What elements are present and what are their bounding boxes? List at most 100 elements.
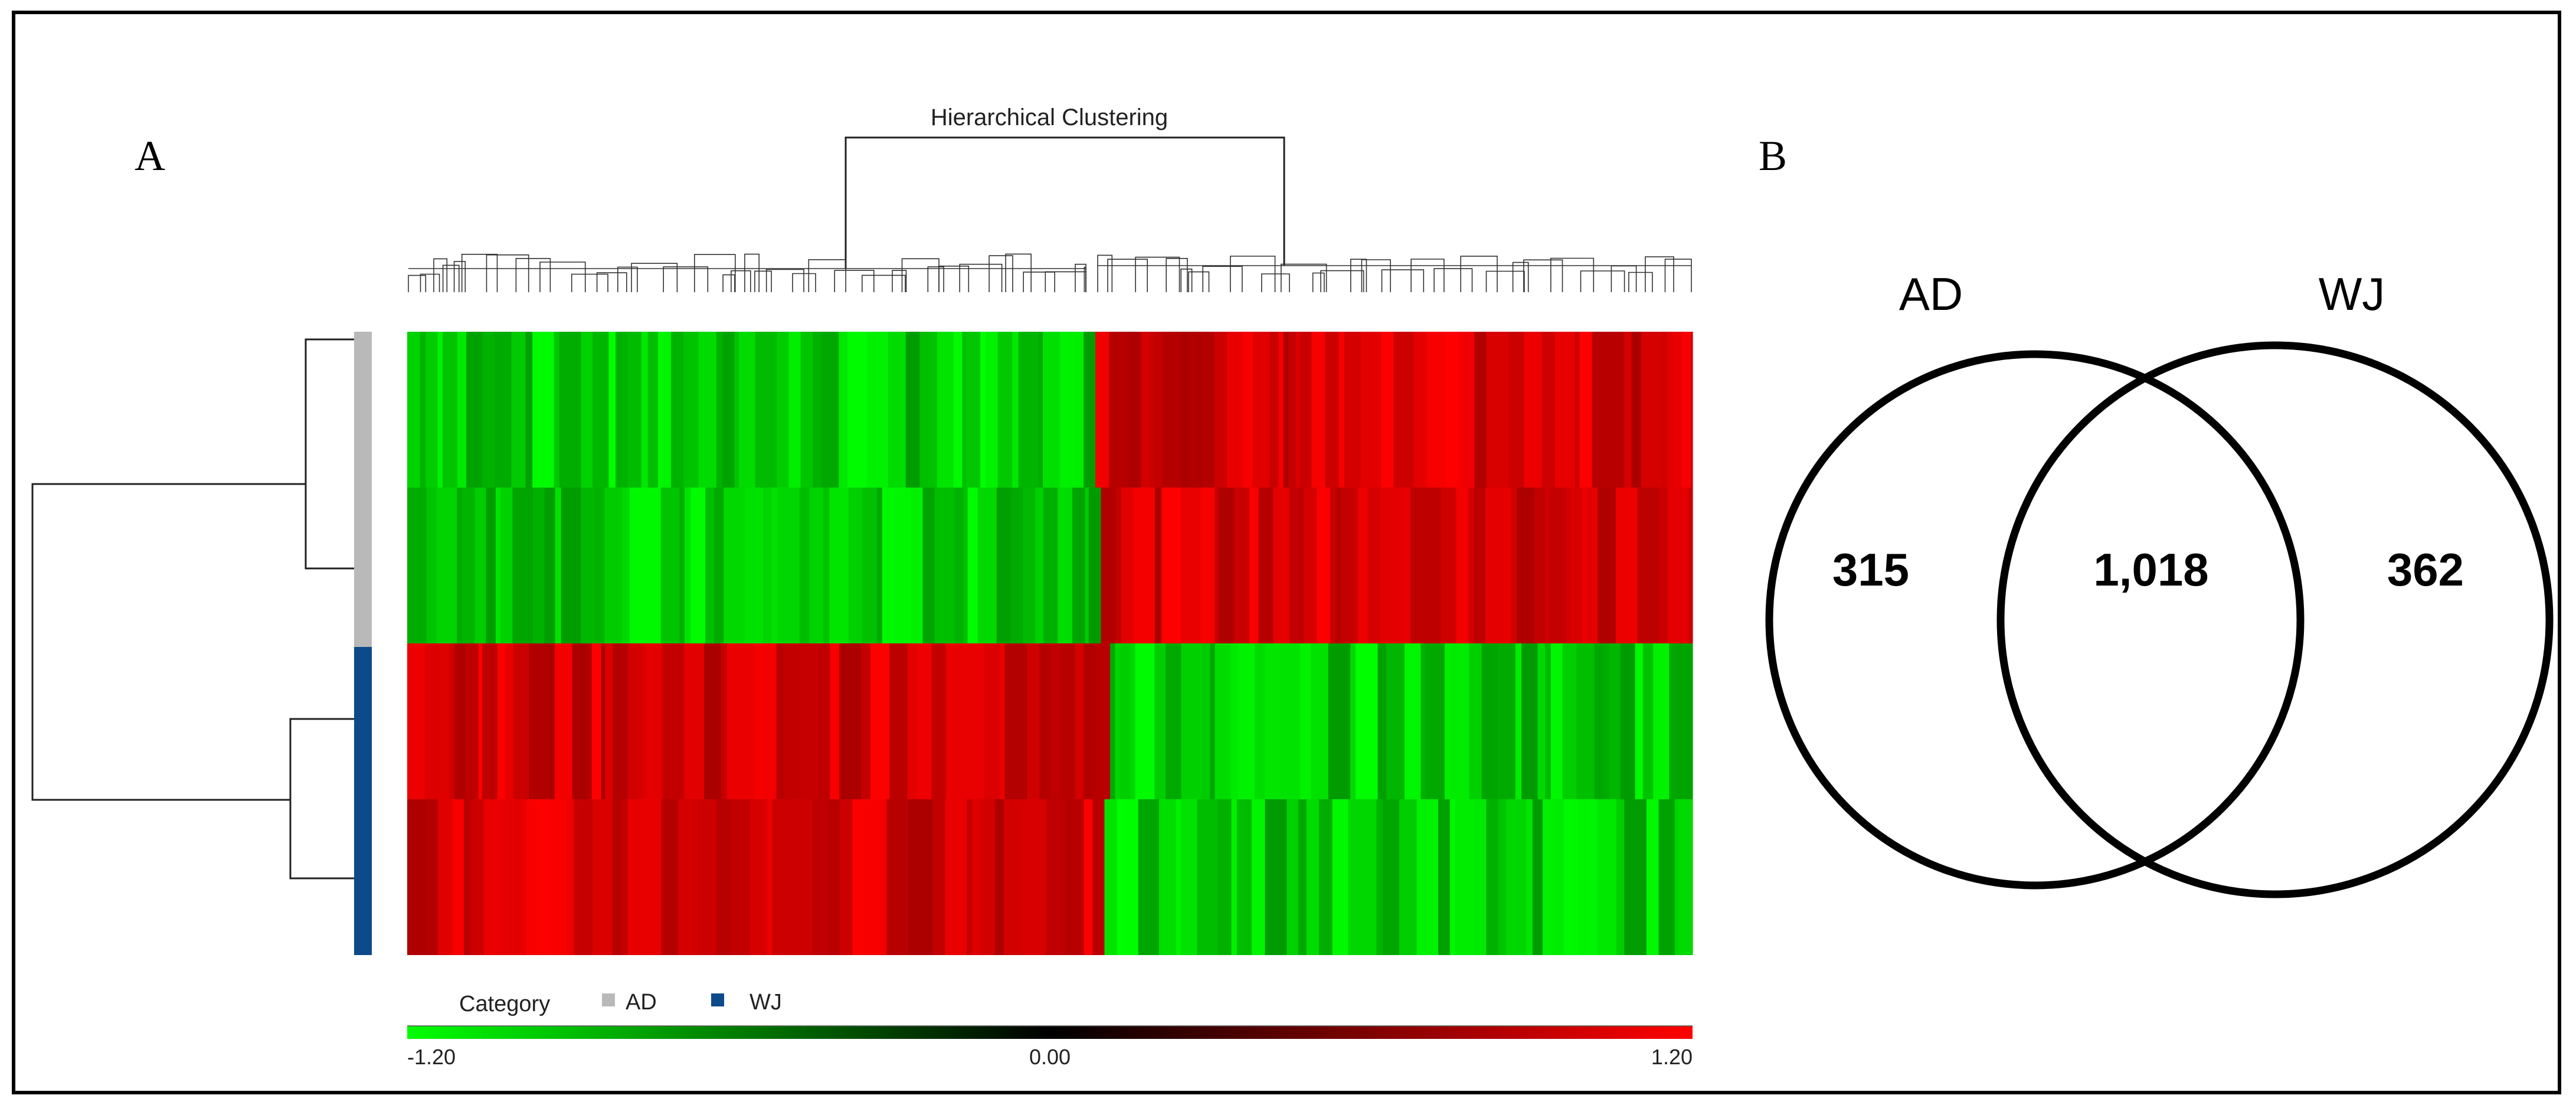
heatmap-cell xyxy=(1022,488,1036,643)
heatmap-cell xyxy=(671,332,684,488)
heatmap-cell xyxy=(574,799,579,955)
heatmap-cell xyxy=(812,799,829,955)
heatmap-cell xyxy=(1176,799,1181,955)
heatmap-cell xyxy=(1551,799,1564,955)
venn-diagram: AD WJ 315 1,018 362 xyxy=(1765,268,2554,898)
heatmap-cell xyxy=(1380,488,1401,643)
heatmap-cell xyxy=(1155,332,1164,488)
heatmap-cell xyxy=(601,643,605,799)
heatmap-cell xyxy=(726,643,741,799)
heatmap-cell xyxy=(1445,643,1451,799)
venn-set-label-ad: AD xyxy=(1899,268,1963,320)
heatmap-cell xyxy=(581,488,595,643)
heatmap-cell xyxy=(1043,332,1060,488)
heatmap-cell xyxy=(1273,488,1290,643)
heatmap-cell xyxy=(1300,643,1312,799)
heatmap-cell xyxy=(418,643,425,799)
heatmap-cell xyxy=(1532,799,1543,955)
heatmap-cell xyxy=(1242,332,1253,488)
heatmap-cell xyxy=(1115,643,1121,799)
heatmap-cell xyxy=(1244,799,1252,955)
heatmap-cell xyxy=(945,799,967,955)
legend-swatch-ad xyxy=(602,993,615,1006)
legend-title: Category xyxy=(459,992,550,1016)
heatmap-cell xyxy=(1678,799,1693,955)
heatmap-cell xyxy=(704,643,722,799)
heatmap-cell xyxy=(437,332,443,488)
venn-circle-wj xyxy=(1996,341,2554,898)
heatmap-cell xyxy=(605,643,613,799)
heatmap-cell xyxy=(1269,332,1279,488)
heatmap-cell xyxy=(630,488,650,643)
heatmap-cell xyxy=(870,643,890,799)
heatmap-cell xyxy=(778,488,800,643)
heatmap-cell xyxy=(1311,332,1326,488)
heatmap-cell xyxy=(812,332,821,488)
heatmap-cell xyxy=(641,643,646,799)
heatmap-cell xyxy=(1141,332,1151,488)
heatmap-cell xyxy=(483,799,503,955)
heatmap-cell xyxy=(1088,488,1102,643)
heatmap-cell xyxy=(1203,332,1215,488)
heatmap-cell xyxy=(865,799,883,955)
heatmap-cell xyxy=(627,332,642,488)
heatmap-cell xyxy=(407,332,421,488)
heatmap-cell xyxy=(474,488,486,643)
heatmap-cell xyxy=(1586,488,1598,643)
heatmap-cell xyxy=(823,488,830,643)
heatmap-cell xyxy=(1637,488,1659,643)
heatmap-cell xyxy=(1344,332,1361,488)
heatmap-cell xyxy=(1288,332,1296,488)
heatmap-cell xyxy=(1298,799,1307,955)
heatmap-cell xyxy=(1570,488,1583,643)
heatmap-cell xyxy=(1300,332,1312,488)
heatmap-cell xyxy=(683,643,705,799)
heatmap-cell xyxy=(1469,643,1482,799)
heatmap-cell xyxy=(867,332,889,488)
heatmap-cell xyxy=(714,488,724,643)
venn-count-ad-only: 315 xyxy=(1832,544,1909,596)
heatmap-cell xyxy=(608,332,616,488)
heatmap-cell xyxy=(731,799,751,955)
heatmap-cell xyxy=(1035,488,1044,643)
heatmap-cell xyxy=(967,488,978,643)
heatmap-cell xyxy=(1608,332,1625,488)
venn-count-overlap: 1,018 xyxy=(2093,544,2208,596)
heatmap-cell xyxy=(420,332,426,488)
heatmap-cell xyxy=(1214,332,1228,488)
heatmap-cell xyxy=(1541,332,1556,488)
heatmap-cell xyxy=(1295,332,1300,488)
row-category-bar-wj xyxy=(354,647,372,955)
heatmap-cell xyxy=(1566,488,1571,643)
heatmap-cell xyxy=(877,488,883,643)
heatmap-cell xyxy=(937,332,954,488)
heatmap-cell xyxy=(548,643,555,799)
heatmap-cell xyxy=(593,799,613,955)
heatmap-cell xyxy=(452,799,464,955)
heatmap-cell xyxy=(1054,799,1065,955)
heatmap-cell xyxy=(1046,799,1055,955)
heatmap-cell xyxy=(739,332,756,488)
heatmap-cell xyxy=(934,488,955,643)
heatmap-cell xyxy=(533,488,545,643)
heatmap-cell xyxy=(482,643,498,799)
heatmap-cell xyxy=(1400,488,1411,643)
color-scale-mid: 0.00 xyxy=(1029,1045,1071,1069)
heatmap-cell xyxy=(1138,799,1160,955)
heatmap-cell xyxy=(532,332,554,488)
heatmap-cell xyxy=(744,488,764,643)
heatmap-cell xyxy=(1265,799,1287,955)
heatmap-cell xyxy=(1413,332,1427,488)
heatmap-cell xyxy=(1486,332,1509,488)
heatmap-cell xyxy=(1688,488,1693,643)
heatmap-cell xyxy=(945,643,965,799)
heatmap-cell xyxy=(559,332,582,488)
heatmap-cell xyxy=(464,799,472,955)
heatmap-cell xyxy=(1200,488,1215,643)
heatmap-cell xyxy=(1624,332,1632,488)
heatmap-cell xyxy=(1094,643,1111,799)
heatmap-cell xyxy=(407,799,427,955)
heatmap-cell xyxy=(407,643,418,799)
heatmap-cell xyxy=(425,332,438,488)
heatmap-cell xyxy=(1356,643,1378,799)
